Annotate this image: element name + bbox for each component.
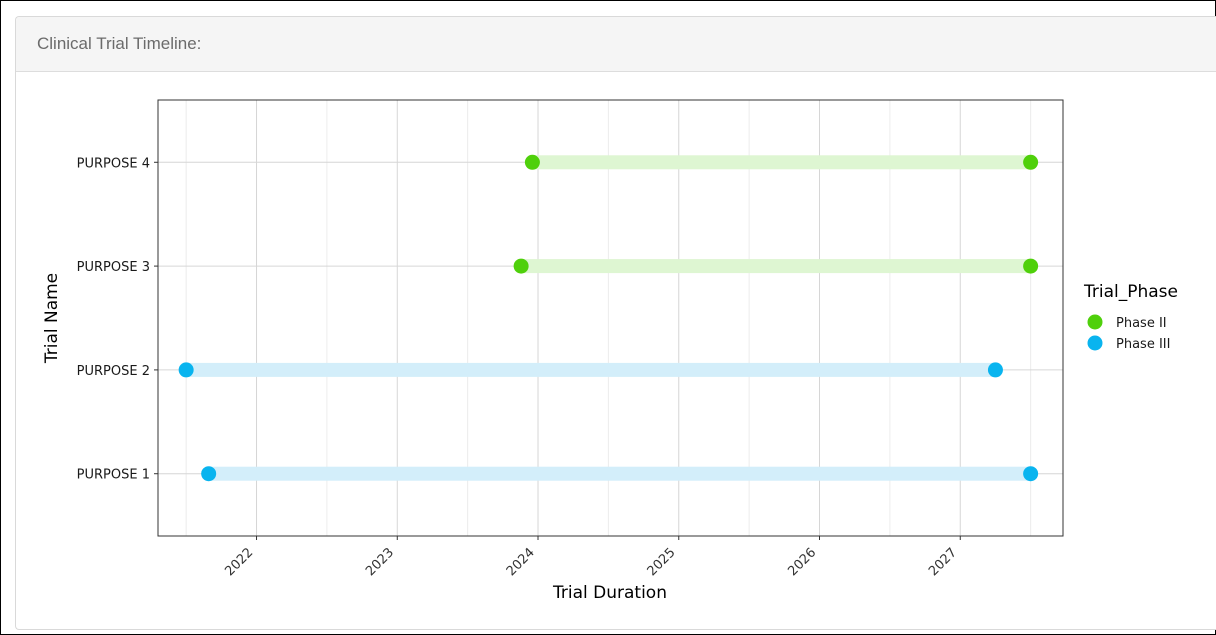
legend-label: Phase III [1116,337,1170,352]
duration-band [532,155,1031,170]
x-tick-label: 2025 [645,545,679,579]
legend-key [1087,314,1103,330]
y-axis-ticks: PURPOSE 1 PURPOSE 2 PURPOSE 3 PURPOSE 4 [77,156,158,483]
end-point [1023,258,1039,274]
x-axis-title: Trial Duration [552,583,667,603]
legend-key [1087,335,1103,351]
legend: Trial_Phase Phase II Phase III [1083,282,1178,352]
start-point [524,154,540,170]
legend-label: Phase II [1116,316,1167,331]
endpoint-markers [178,154,1039,482]
duration-band [521,259,1031,274]
x-tick-label: 2024 [504,545,538,579]
x-tick-label: 2022 [222,545,256,579]
plot-background [158,100,1063,536]
start-point [201,466,217,482]
panel-title: Clinical Trial Timeline: [37,34,202,53]
y-tick-label: PURPOSE 2 [77,364,150,379]
y-tick-label: PURPOSE 4 [77,156,150,171]
duration-band [208,466,1031,481]
duration-bands [186,155,1031,481]
x-tick-label: 2027 [926,545,960,579]
start-point [513,258,529,274]
legend-title: Trial_Phase [1083,282,1178,302]
start-point [178,362,194,378]
x-tick-label: 2026 [785,545,819,579]
end-point [1023,154,1039,170]
end-point [987,362,1003,378]
panel-header: Clinical Trial Timeline: [16,17,1216,72]
end-point [1023,466,1039,482]
minor-gridlines [185,100,1032,536]
duration-band [186,362,996,377]
y-tick-label: PURPOSE 1 [77,468,150,483]
y-axis-title: Trial Name [42,273,62,364]
y-tick-label: PURPOSE 3 [77,260,150,275]
x-axis-ticks: 2022 2023 2024 2025 2026 2027 [222,536,961,579]
x-tick-label: 2023 [363,545,397,579]
plot-border [157,99,1064,537]
